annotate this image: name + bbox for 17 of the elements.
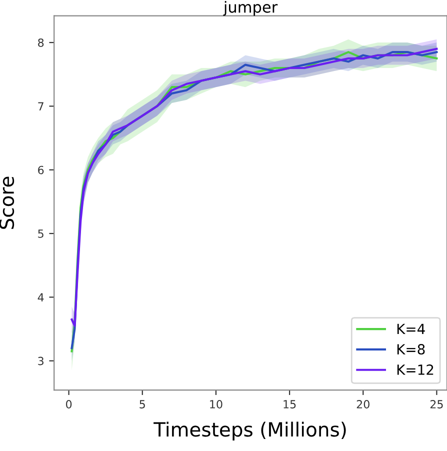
chart-title: jumper (223, 1, 278, 16)
y-tick-label: 7 (38, 102, 44, 110)
x-tick-label: 20 (356, 400, 370, 408)
x-tick-label: 25 (430, 400, 443, 408)
y-tick-label: 5 (38, 230, 44, 238)
legend-label: K=8 (397, 344, 425, 355)
y-tick-label: 3 (38, 356, 44, 366)
y-tick-label: 6 (38, 166, 44, 174)
x-tick-label: 15 (284, 400, 296, 408)
y-tick-label: 8 (38, 38, 44, 47)
x-tick-label: 0 (66, 400, 72, 408)
y-tick-label: 4 (38, 293, 44, 302)
x-tick-label: 5 (140, 400, 145, 408)
x-axis-title: Timesteps (Millions) (154, 422, 346, 441)
legend-label: K=12 (397, 364, 434, 375)
x-tick-label: 10 (210, 400, 222, 408)
legend-label: K=4 (397, 324, 425, 334)
